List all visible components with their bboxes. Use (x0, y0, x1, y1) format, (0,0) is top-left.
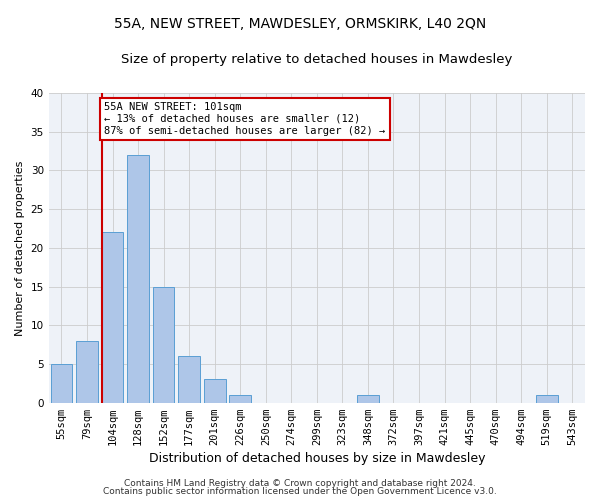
Bar (178, 356, 200, 403)
Text: 55A, NEW STREET, MAWDESLEY, ORMSKIRK, L40 2QN: 55A, NEW STREET, MAWDESLEY, ORMSKIRK, L4… (114, 18, 486, 32)
Bar (536, 395, 557, 402)
Bar (357, 395, 379, 402)
Bar (127, 155, 149, 402)
Title: Size of property relative to detached houses in Mawdesley: Size of property relative to detached ho… (121, 52, 512, 66)
X-axis label: Distribution of detached houses by size in Mawdesley: Distribution of detached houses by size … (149, 452, 485, 465)
Text: 55A NEW STREET: 101sqm
← 13% of detached houses are smaller (12)
87% of semi-det: 55A NEW STREET: 101sqm ← 13% of detached… (104, 102, 385, 136)
Text: Contains HM Land Registry data © Crown copyright and database right 2024.: Contains HM Land Registry data © Crown c… (124, 478, 476, 488)
Text: Contains public sector information licensed under the Open Government Licence v3: Contains public sector information licen… (103, 487, 497, 496)
Bar (76, 341, 98, 402)
Bar (153, 286, 175, 403)
Bar (50, 364, 72, 403)
Y-axis label: Number of detached properties: Number of detached properties (15, 160, 25, 336)
Bar (229, 395, 251, 402)
Bar (101, 232, 124, 402)
Bar (204, 380, 226, 402)
